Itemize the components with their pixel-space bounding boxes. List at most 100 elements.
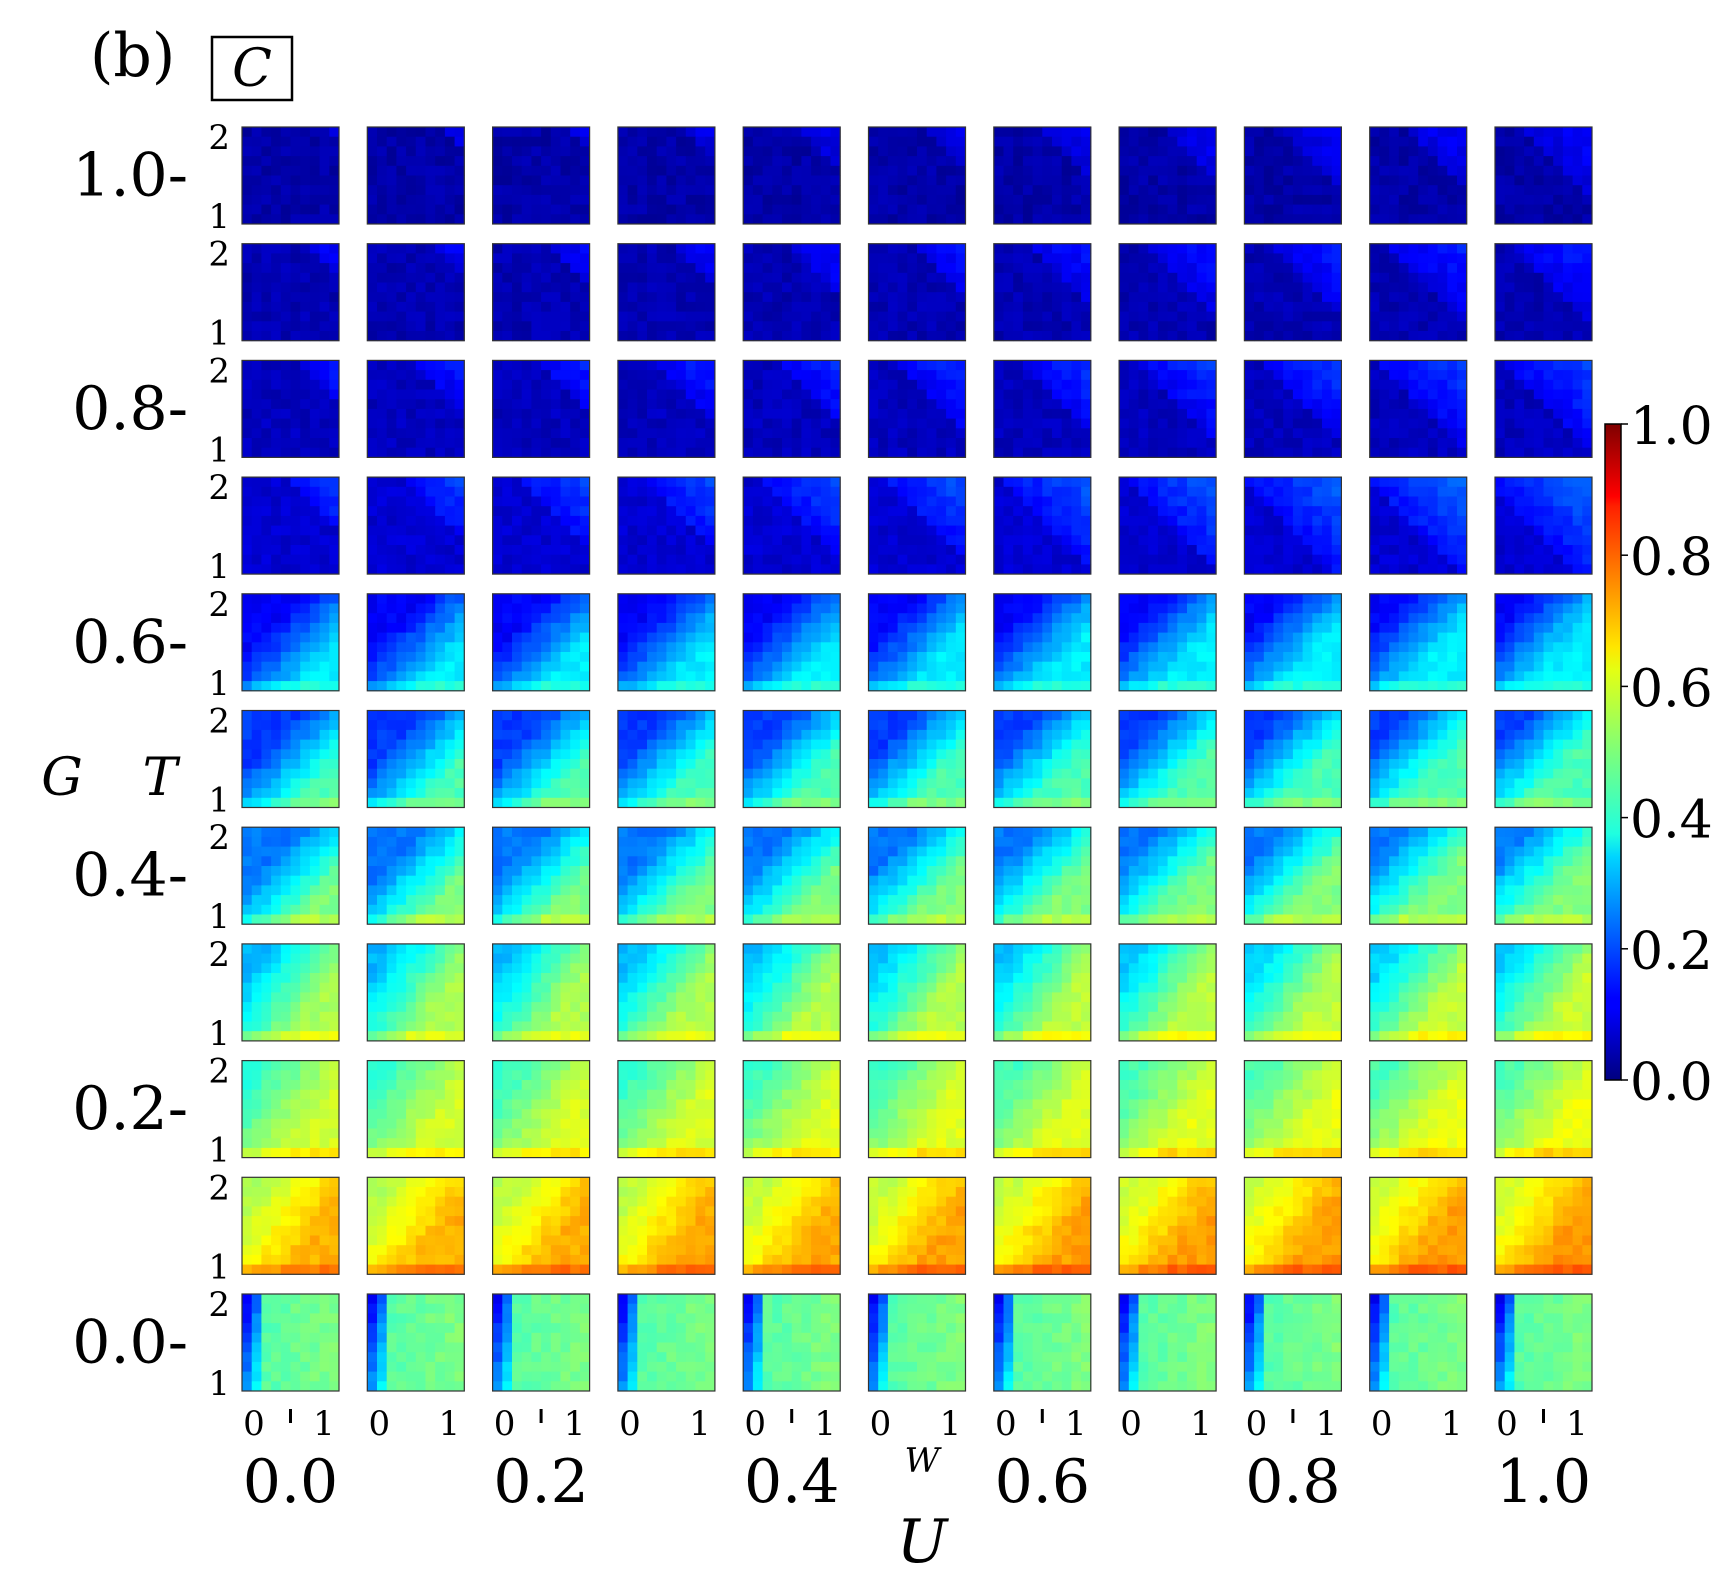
heatmap-pixel <box>1206 438 1217 449</box>
heatmap-pixel <box>637 370 648 381</box>
heatmap-pixel <box>1524 282 1535 293</box>
heatmap-pixel <box>242 253 253 264</box>
heatmap-pixel <box>377 642 388 653</box>
heatmap-pixel <box>531 282 542 293</box>
heatmap-pixel <box>1292 496 1303 507</box>
heatmap-cell: 21 <box>208 235 340 354</box>
heatmap-pixel <box>1081 418 1092 429</box>
heatmap-pixel <box>1061 292 1072 303</box>
heatmap-pixel <box>907 272 918 283</box>
heatmap-pixel <box>936 331 947 342</box>
heatmap-pixel <box>926 418 937 429</box>
heatmap-pixel <box>560 613 571 624</box>
heatmap-pixel <box>1157 243 1168 254</box>
heatmap-pixel <box>1196 428 1207 439</box>
heatmap-pixel <box>1408 127 1419 138</box>
heatmap-pixel <box>878 496 889 507</box>
heatmap-pixel <box>242 545 253 556</box>
heatmap-pixel <box>1187 282 1198 293</box>
heatmap-pixel <box>531 681 542 692</box>
heatmap-cell <box>1118 243 1217 342</box>
heatmap-pixel <box>1582 564 1593 575</box>
heatmap-pixel <box>1196 477 1207 488</box>
heatmap-pixel <box>637 545 648 556</box>
heatmap-pixel <box>1331 554 1342 565</box>
heatmap-pixel <box>261 632 272 643</box>
heatmap-pixel <box>1206 486 1217 497</box>
heatmap-pixel <box>1302 360 1313 371</box>
heatmap-pixel <box>1369 331 1380 342</box>
heatmap-pixel <box>329 525 340 536</box>
heatmap-pixel <box>656 311 667 322</box>
heatmap-pixel <box>1292 204 1303 215</box>
heatmap-pixel <box>627 399 638 410</box>
heatmap-pixel <box>1302 263 1313 274</box>
heatmap-pixel <box>1418 127 1429 138</box>
heatmap-pixel <box>752 525 763 536</box>
heatmap-pixel <box>242 399 253 410</box>
heatmap-pixel <box>617 525 628 536</box>
heatmap-pixel <box>512 185 523 196</box>
heatmap-pixel <box>1196 331 1207 342</box>
heatmap-pixel <box>1128 127 1139 138</box>
heatmap-pixel <box>512 438 523 449</box>
heatmap-pixel <box>435 263 446 274</box>
heatmap-pixel <box>512 593 523 604</box>
heatmap-frame <box>492 359 591 458</box>
heatmap-pixel <box>1457 263 1468 274</box>
heatmap-pixel <box>1437 272 1448 283</box>
heatmap-pixel <box>550 292 561 303</box>
heatmap-pixel <box>656 428 667 439</box>
heatmap-pixel <box>917 331 928 342</box>
heatmap-pixel <box>1292 447 1303 458</box>
heatmap-pixel <box>1177 204 1188 215</box>
heatmap-pixel <box>637 136 648 147</box>
heatmap-pixel <box>676 156 687 167</box>
heatmap-pixel <box>637 311 648 322</box>
heatmap-pixel <box>492 447 503 458</box>
heatmap-pixel <box>1553 515 1564 526</box>
heatmap-pixel <box>830 603 841 614</box>
heatmap-pixel <box>637 477 648 488</box>
heatmap-pixel <box>1032 408 1043 419</box>
heatmap-pixel <box>570 535 581 546</box>
heatmap-pixel <box>1504 554 1515 565</box>
heatmap-pixel <box>1543 204 1554 215</box>
heatmap-pixel <box>1244 428 1255 439</box>
heatmap-pixel <box>415 564 426 575</box>
heatmap-pixel <box>1302 496 1313 507</box>
heatmap-pixel <box>492 564 503 575</box>
heatmap-pixel <box>512 146 523 157</box>
heatmap-pixel <box>1283 243 1294 254</box>
heatmap-pixel <box>955 360 966 371</box>
heatmap-pixel <box>1061 535 1072 546</box>
heatmap-pixel <box>1562 389 1573 400</box>
heatmap-pixel <box>1369 486 1380 497</box>
heatmap-pixel <box>280 243 291 254</box>
heatmap-pixel <box>1312 292 1323 303</box>
heatmap-pixel <box>946 136 957 147</box>
heatmap-pixel <box>1196 525 1207 536</box>
heatmap-pixel <box>290 331 301 342</box>
heatmap-pixel <box>1013 486 1024 497</box>
heatmap-pixel <box>1389 535 1400 546</box>
heatmap-pixel <box>1369 321 1380 332</box>
heatmap-pixel <box>1418 282 1429 293</box>
heatmap-pixel <box>367 632 378 643</box>
heatmap-pixel <box>647 593 658 604</box>
heatmap-frame <box>1494 476 1593 575</box>
heatmap-pixel <box>531 399 542 410</box>
heatmap-pixel <box>926 243 937 254</box>
heatmap-pixel <box>1187 146 1198 157</box>
heatmap-pixel <box>512 292 523 303</box>
heatmap-pixel <box>415 399 426 410</box>
heatmap-pixel <box>319 389 330 400</box>
heatmap-pixel <box>377 282 388 293</box>
heatmap-pixel <box>1437 156 1448 167</box>
heatmap-pixel <box>1177 243 1188 254</box>
heatmap-pixel <box>695 554 706 565</box>
heatmap-pixel <box>1418 418 1429 429</box>
heatmap-pixel <box>502 515 513 526</box>
heatmap-pixel <box>406 661 417 672</box>
heatmap-pixel <box>878 506 889 517</box>
